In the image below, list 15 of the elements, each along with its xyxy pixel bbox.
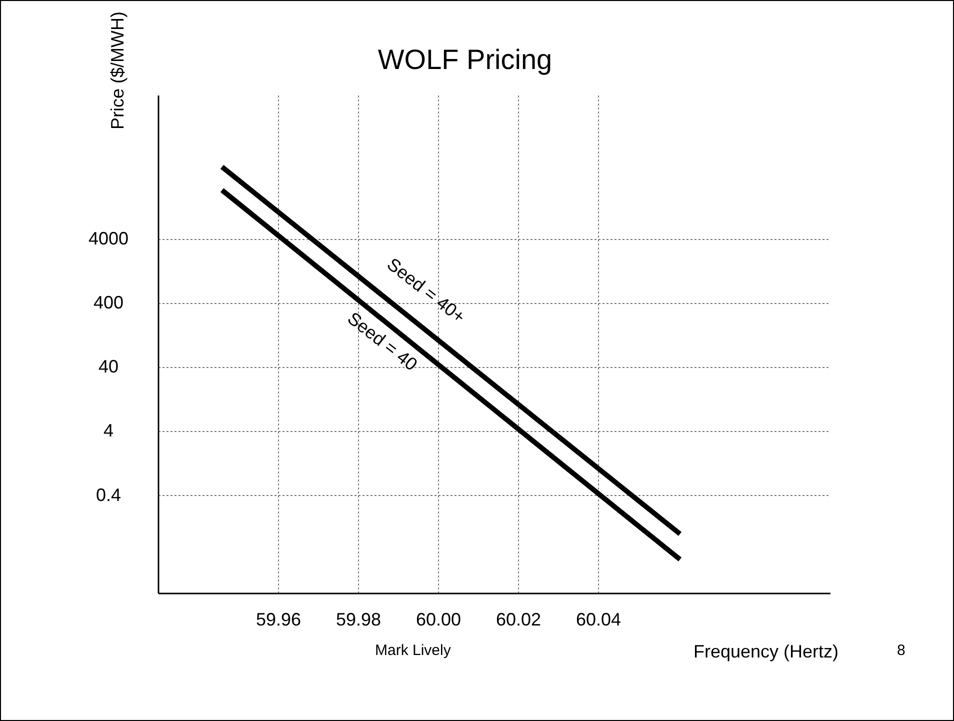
x-tick-label: 59.98 [336,610,382,630]
y-axis-title: Price ($/MWH) [108,12,128,130]
text: Mark Lively [375,642,451,659]
text: 8 [897,642,906,659]
x-axis-title: Frequency (Hertz) [693,642,838,662]
chart-title: WOLF Pricing [378,44,552,75]
x-tick-label: 60.00 [416,610,462,630]
y-tick-label: 400 [93,292,124,312]
x-tick-label: 60.02 [496,610,542,630]
y-tick-label: 4 [103,420,114,441]
y-tick-label: 0.4 [96,484,122,505]
x-tick-label: 60.04 [576,610,622,630]
y-tick-label: 4000 [88,228,129,248]
y-tick-label: 40 [98,356,119,377]
x-tick-label: 59.96 [256,610,302,630]
